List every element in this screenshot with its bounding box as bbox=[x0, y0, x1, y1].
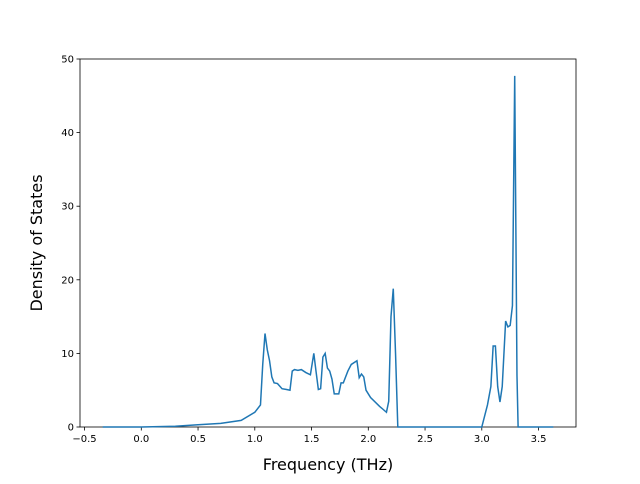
x-tick-label: 2.5 bbox=[417, 434, 433, 445]
y-tick-label: 50 bbox=[61, 55, 74, 66]
line-series bbox=[102, 75, 554, 428]
x-axis-label: Frequency (THz) bbox=[263, 455, 393, 474]
y-axis-label: Density of States bbox=[27, 174, 46, 311]
y-tick-label: 10 bbox=[61, 349, 74, 360]
x-tick-label: 1.0 bbox=[247, 434, 263, 445]
x-tick-label: −0.5 bbox=[72, 434, 96, 445]
y-tick-label: 20 bbox=[61, 275, 74, 286]
x-tick-label: 1.5 bbox=[304, 434, 320, 445]
x-tick-label: 2.0 bbox=[360, 434, 376, 445]
y-tick-label: 40 bbox=[61, 128, 74, 139]
plot-frame bbox=[79, 58, 577, 428]
x-tick-label: 0.5 bbox=[190, 434, 206, 445]
x-tick-label: 3.0 bbox=[474, 434, 490, 445]
x-tick-label: 0.0 bbox=[133, 434, 149, 445]
y-tick-label: 0 bbox=[68, 423, 74, 434]
y-tick-label: 30 bbox=[61, 202, 74, 213]
x-tick-label: 3.5 bbox=[531, 434, 547, 445]
